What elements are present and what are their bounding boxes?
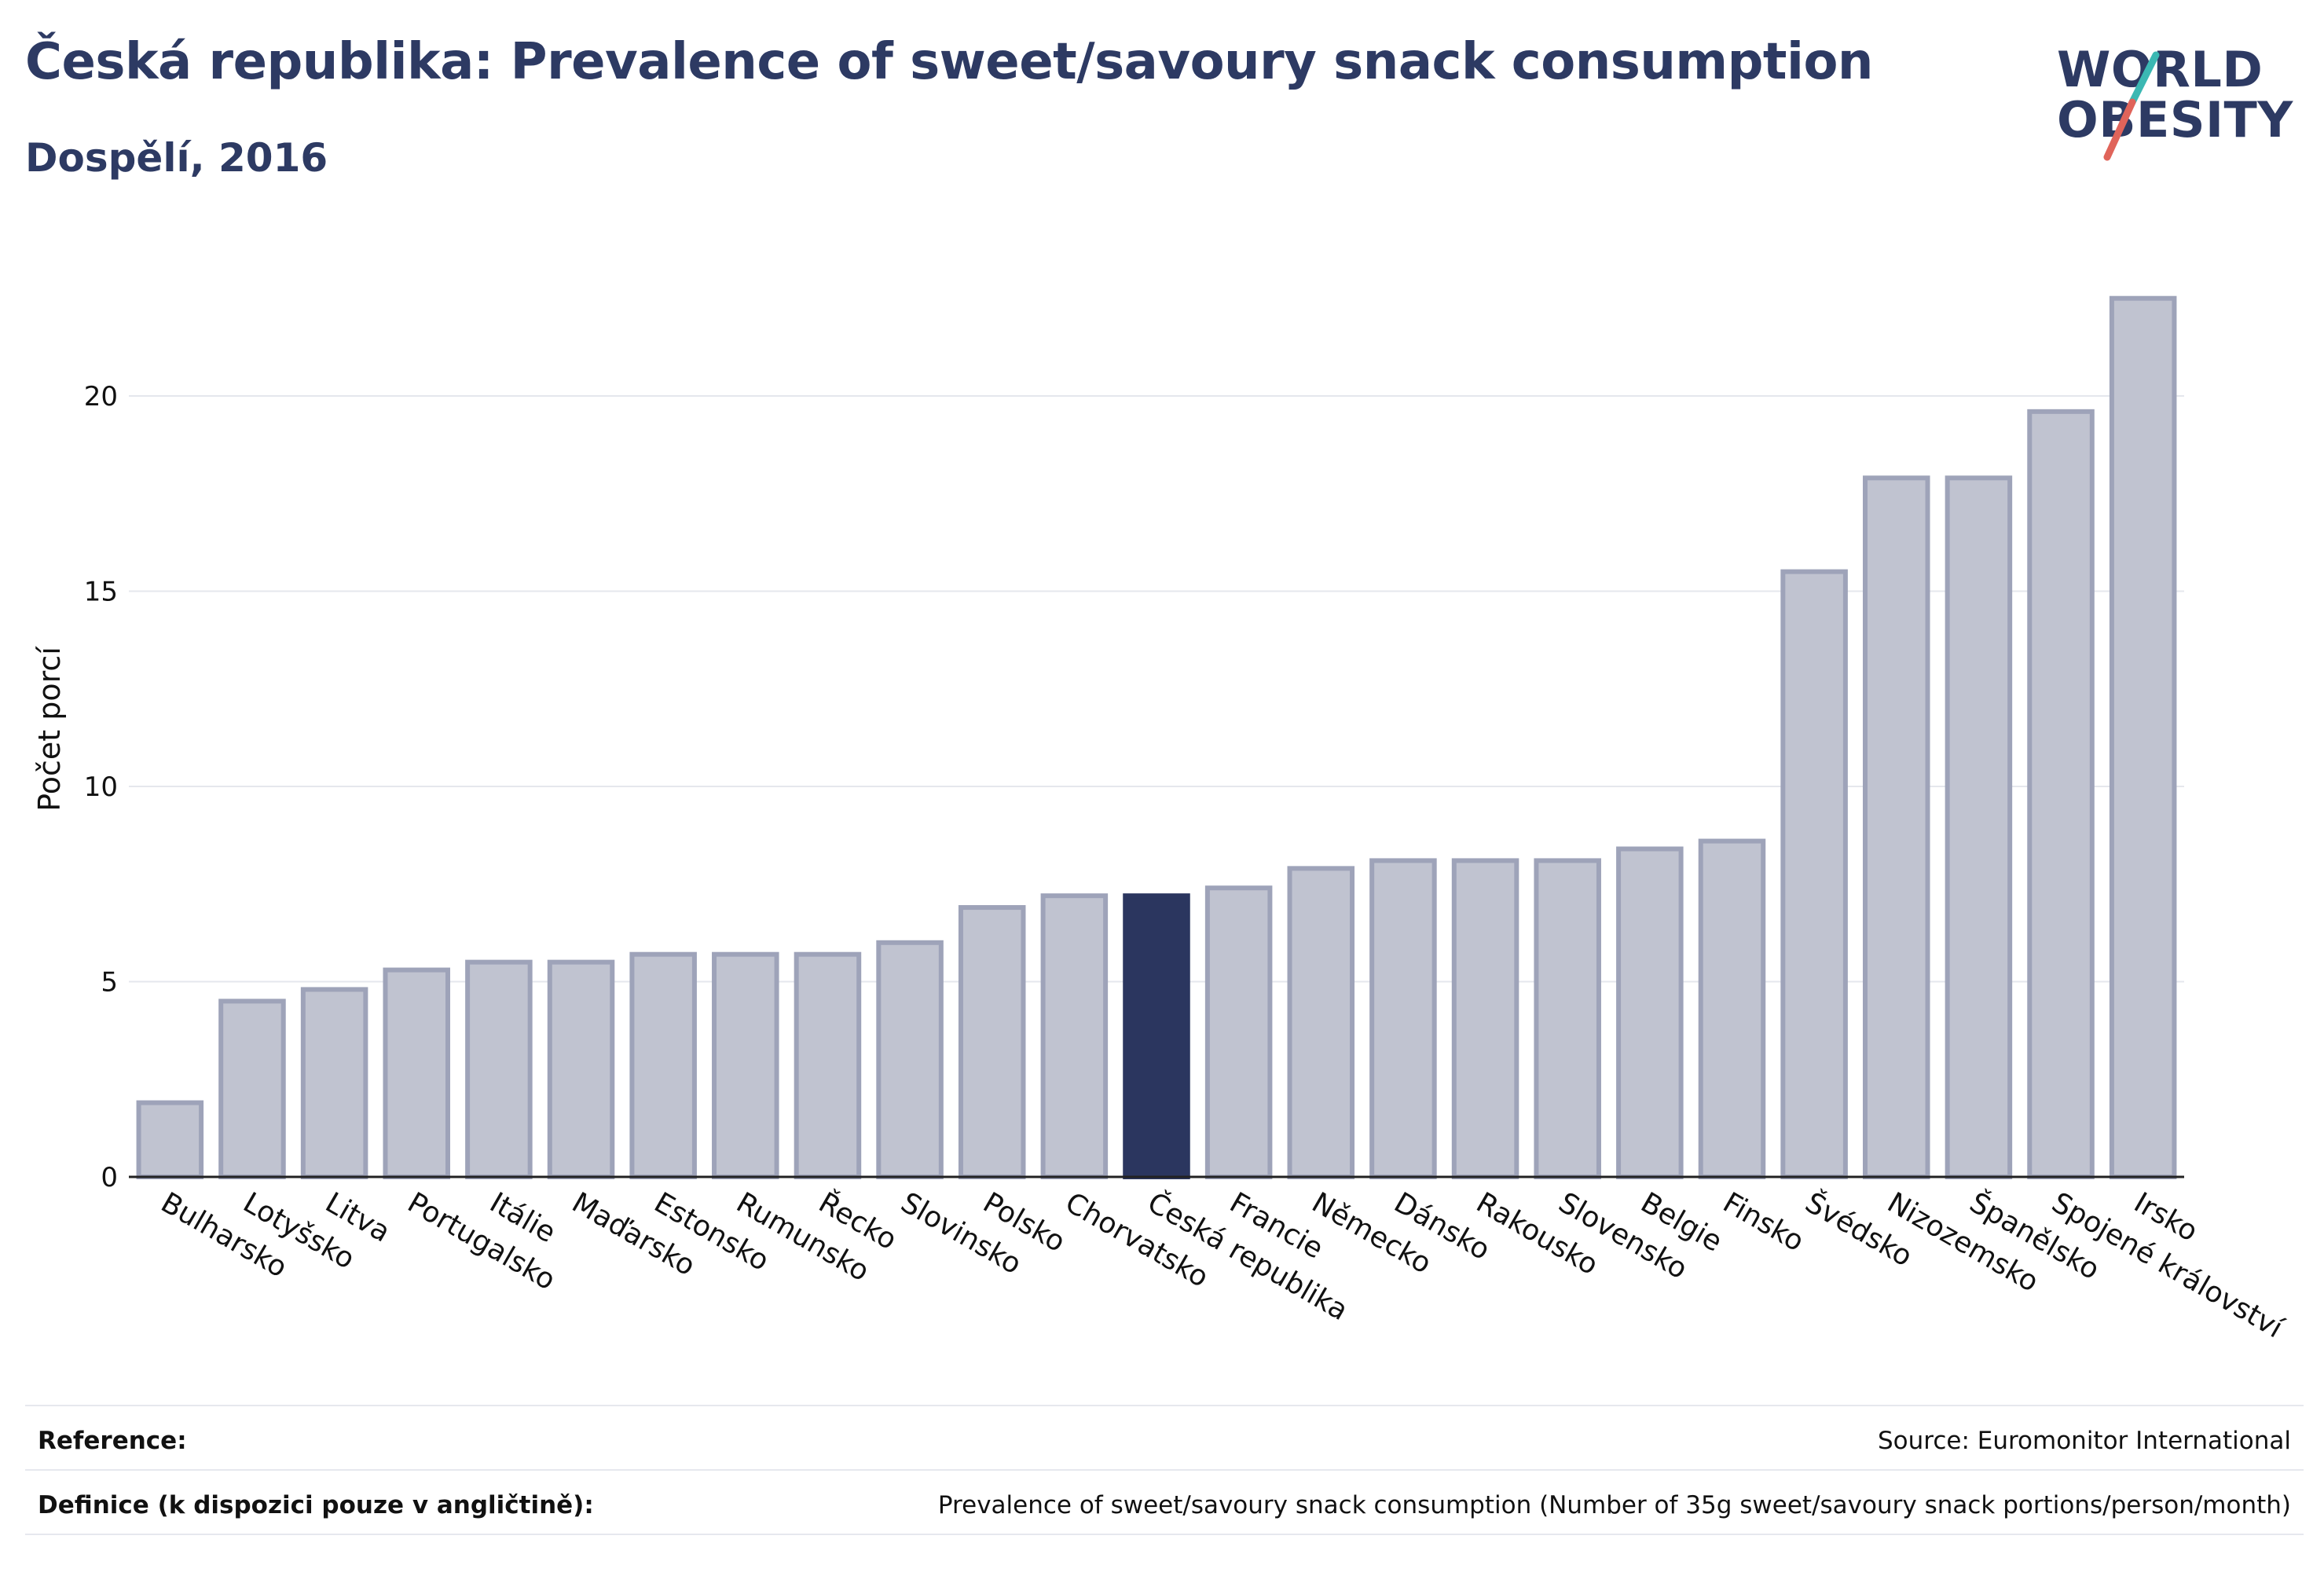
definition-label: Definice (k dispozici pouze v angličtině… [38, 1491, 594, 1519]
bar [2027, 409, 2095, 1179]
y-tick-label: 5 [101, 966, 118, 998]
bar [136, 1100, 204, 1179]
bar [1862, 475, 1930, 1179]
bar [2109, 295, 2177, 1179]
bar [1698, 838, 1766, 1179]
definition-value: Prevalence of sweet/savoury snack consum… [937, 1491, 2291, 1519]
bar [1945, 475, 2013, 1179]
footer-divider-bottom [25, 1534, 2304, 1535]
bar [1204, 885, 1273, 1179]
bar [1616, 846, 1684, 1179]
y-tick-label: 20 [84, 381, 118, 412]
bar [794, 951, 862, 1179]
logo-slash-icon [2103, 51, 2160, 161]
chart-subtitle: Dospělí, 2016 [25, 135, 328, 181]
bar [712, 951, 779, 1179]
bar [1451, 858, 1519, 1179]
bar [1780, 569, 1848, 1179]
world-obesity-logo: WORLD OBESITY [2057, 39, 2308, 165]
bar [300, 987, 368, 1180]
y-tick-label: 0 [101, 1162, 118, 1193]
bar [218, 999, 286, 1180]
bar [958, 905, 1026, 1179]
chart-title: Česká republika: Prevalence of sweet/sav… [25, 33, 1873, 91]
bar [1040, 893, 1109, 1179]
reference-label: Reference: [38, 1427, 187, 1455]
bar [547, 959, 615, 1179]
bar [1287, 866, 1355, 1179]
footer-divider-middle [25, 1469, 2304, 1471]
bar [465, 959, 533, 1179]
x-tick-label: Finsko [1717, 1186, 1809, 1258]
bar [876, 940, 944, 1179]
y-axis-title: Počet porcí [32, 646, 67, 812]
bar [1123, 893, 1190, 1179]
bar [383, 967, 451, 1179]
logo-word-obesity: OBESITY [2057, 91, 2293, 148]
bar [1369, 858, 1437, 1179]
reference-value: Source: Euromonitor International [1877, 1427, 2291, 1455]
y-tick-label: 10 [84, 772, 118, 803]
footer-divider-top [25, 1405, 2304, 1406]
bar [1534, 858, 1601, 1179]
logo-word-world: WORLD [2057, 41, 2264, 98]
y-tick-label: 15 [84, 576, 118, 607]
bar [629, 951, 697, 1179]
